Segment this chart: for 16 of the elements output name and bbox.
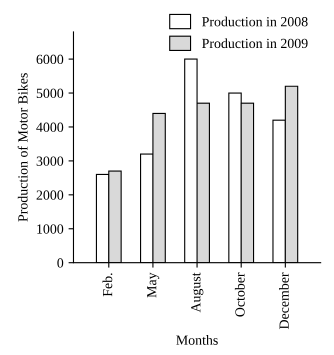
legend-label: Production in 2009 xyxy=(202,38,308,48)
y-tick-label: 0 xyxy=(57,258,64,268)
x-tick-label: Feb. xyxy=(102,273,112,296)
y-tick-label: 2000 xyxy=(36,190,64,200)
x-tick-label: October xyxy=(234,272,245,317)
y-tick-label: 3000 xyxy=(36,156,64,166)
y-tick-label: 6000 xyxy=(36,54,64,64)
y-tick-label: 5000 xyxy=(36,88,64,98)
y-tick-label: 4000 xyxy=(36,122,64,132)
legend-label: Production in 2008 xyxy=(202,16,308,26)
x-tick-label: May xyxy=(147,272,160,298)
x-axis-title: Months xyxy=(176,335,218,345)
y-tick-label: 1000 xyxy=(37,224,64,234)
y-axis-title: Production of Motor Bikes xyxy=(18,73,28,222)
x-tick-label: December xyxy=(279,272,289,330)
x-tick-label: August xyxy=(191,272,204,312)
